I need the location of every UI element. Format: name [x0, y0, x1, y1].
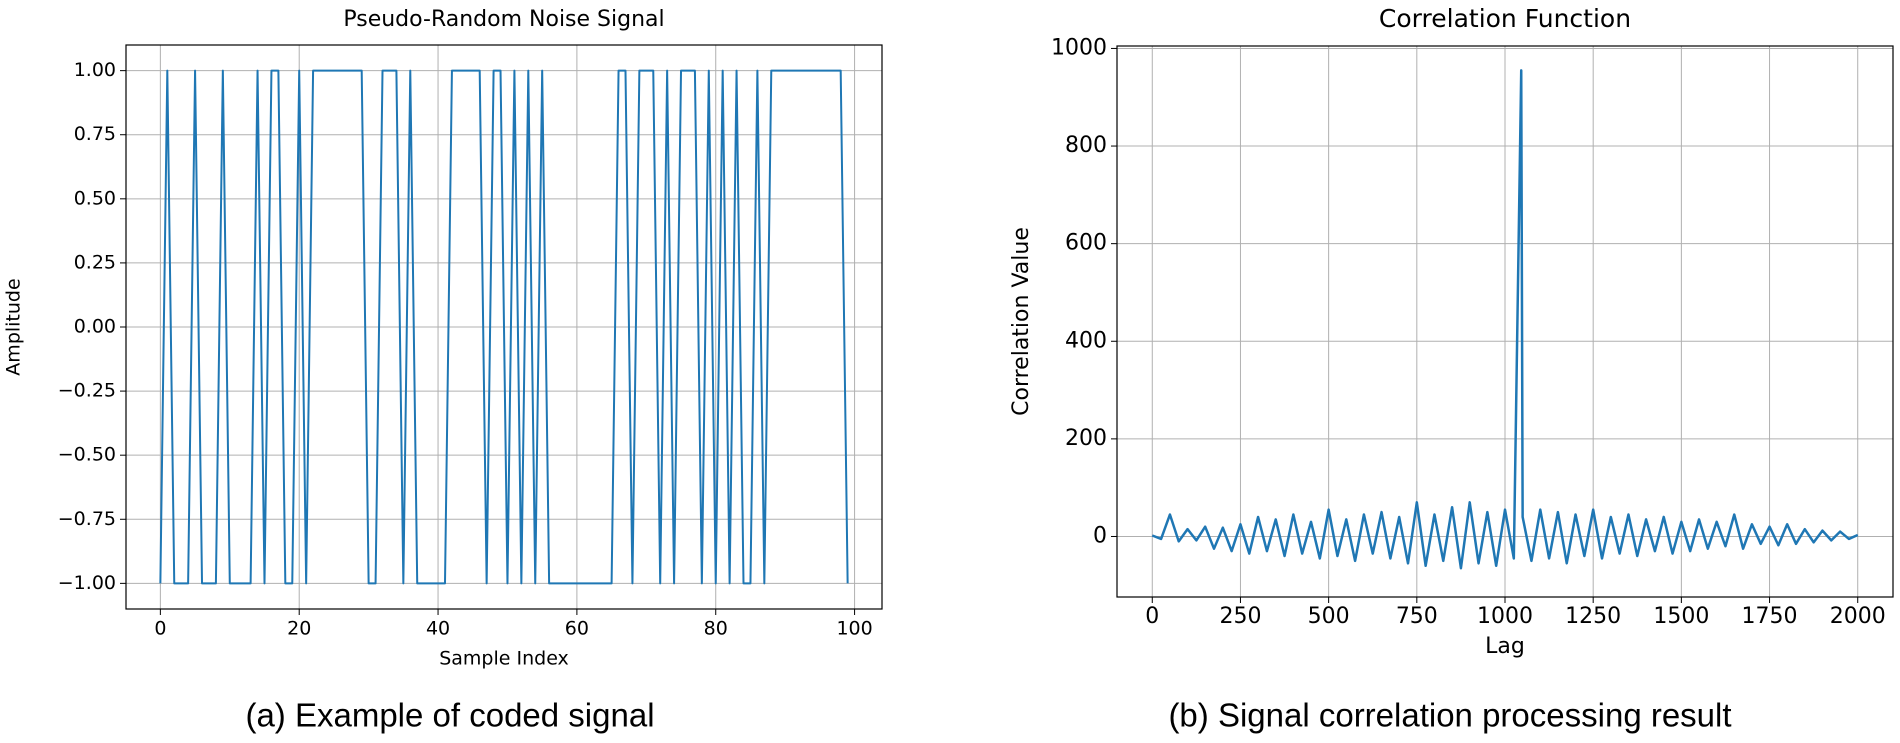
y-axis-label: Correlation Value [1009, 227, 1034, 416]
x-axis-label: Sample Index [439, 648, 569, 670]
data-line [1151, 69, 1859, 570]
x-tick-label: 1250 [1565, 604, 1621, 629]
x-tick-label: 1500 [1653, 604, 1709, 629]
x-tick-label: 1750 [1742, 604, 1798, 629]
y-tick-label: −0.25 [58, 380, 116, 402]
y-tick-label: −0.75 [58, 508, 116, 530]
x-axis-label: Lag [1485, 634, 1525, 659]
y-tick-label: 600 [1065, 231, 1107, 256]
y-tick-label: 800 [1065, 133, 1107, 158]
x-tick-label: 0 [1145, 604, 1159, 629]
y-axis-label: Amplitude [3, 278, 25, 375]
chart-title: Correlation Function [1379, 4, 1631, 33]
x-tick-label: 20 [287, 618, 311, 640]
y-tick-label: 0.00 [74, 316, 116, 338]
y-tick-label: 1000 [1051, 35, 1107, 60]
y-tick-label: 200 [1065, 426, 1107, 451]
chart-title: Pseudo-Random Noise Signal [343, 7, 664, 32]
caption: (a) Example of coded signal [245, 697, 654, 734]
x-tick-label: 60 [565, 618, 589, 640]
y-tick-label: 0.50 [74, 187, 116, 209]
x-tick-label: 250 [1219, 604, 1261, 629]
x-tick-label: 750 [1396, 604, 1438, 629]
plot-frame [1116, 45, 1894, 598]
y-tick-label: 400 [1065, 328, 1107, 353]
caption: (b) Signal correlation processing result [1168, 697, 1731, 734]
data-line [159, 69, 849, 585]
y-tick-label: 0 [1093, 523, 1107, 548]
x-tick-label: 40 [426, 618, 450, 640]
y-tick-label: −1.00 [58, 572, 116, 594]
x-tick-label: 2000 [1830, 604, 1886, 629]
y-tick-label: 1.00 [74, 59, 116, 81]
x-tick-label: 100 [836, 618, 872, 640]
y-tick-label: 0.75 [74, 123, 116, 145]
x-tick-label: 1000 [1477, 604, 1533, 629]
y-tick-label: 0.25 [74, 251, 116, 273]
x-tick-label: 500 [1308, 604, 1350, 629]
x-tick-label: 0 [154, 618, 166, 640]
y-tick-label: −0.50 [58, 444, 116, 466]
plot-frame [125, 44, 883, 610]
x-tick-label: 80 [704, 618, 728, 640]
